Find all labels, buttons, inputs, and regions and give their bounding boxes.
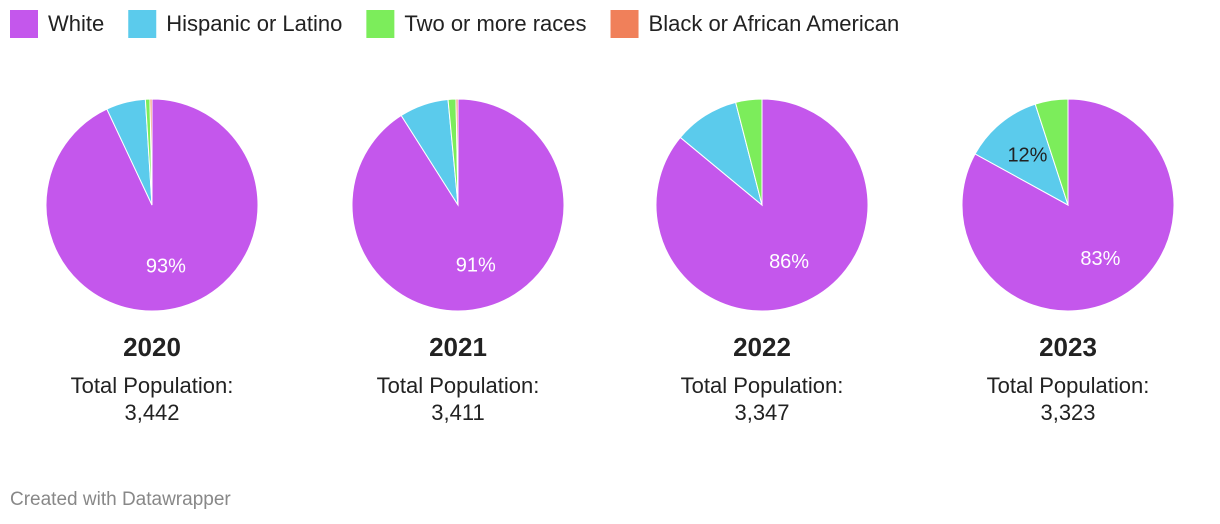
subtitle: Total Population: (71, 373, 234, 398)
pie-title: 2022 (733, 332, 791, 362)
pie-slice (455, 98, 459, 206)
legend-label: White (48, 11, 104, 36)
slice-label: 83% (1080, 248, 1120, 270)
total-population: 3,411 (431, 400, 484, 425)
legend-label: Two or more races (404, 11, 586, 36)
legend-swatch (610, 10, 639, 38)
legend-label: Hispanic or Latino (166, 11, 342, 36)
total-population: 3,347 (734, 400, 789, 425)
pie-slice (149, 98, 153, 206)
slice-label: 12% (1007, 144, 1047, 166)
credit: Created with Datawrapper (10, 489, 231, 510)
slice-label: 93% (146, 255, 186, 277)
subtitle: Total Population: (681, 373, 844, 398)
legend-swatch (10, 10, 38, 38)
pie-title: 2021 (429, 332, 487, 362)
legend-swatch (366, 10, 395, 38)
pie-title: 2020 (123, 332, 181, 362)
total-population: 3,323 (1040, 400, 1095, 425)
slice-label: 91% (456, 254, 496, 276)
subtitle: Total Population: (377, 373, 540, 398)
pie-title: 2023 (1039, 332, 1097, 362)
total-population: 3,442 (124, 400, 179, 425)
legend-swatch (128, 10, 157, 38)
slice-label: 86% (769, 251, 809, 273)
pie-slice (974, 103, 1069, 207)
legend-label: Black or African American (649, 11, 900, 36)
subtitle: Total Population: (987, 373, 1150, 398)
